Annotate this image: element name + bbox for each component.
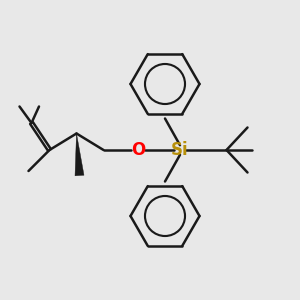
Text: Si: Si (171, 141, 189, 159)
Polygon shape (75, 134, 84, 176)
Text: O: O (131, 141, 145, 159)
